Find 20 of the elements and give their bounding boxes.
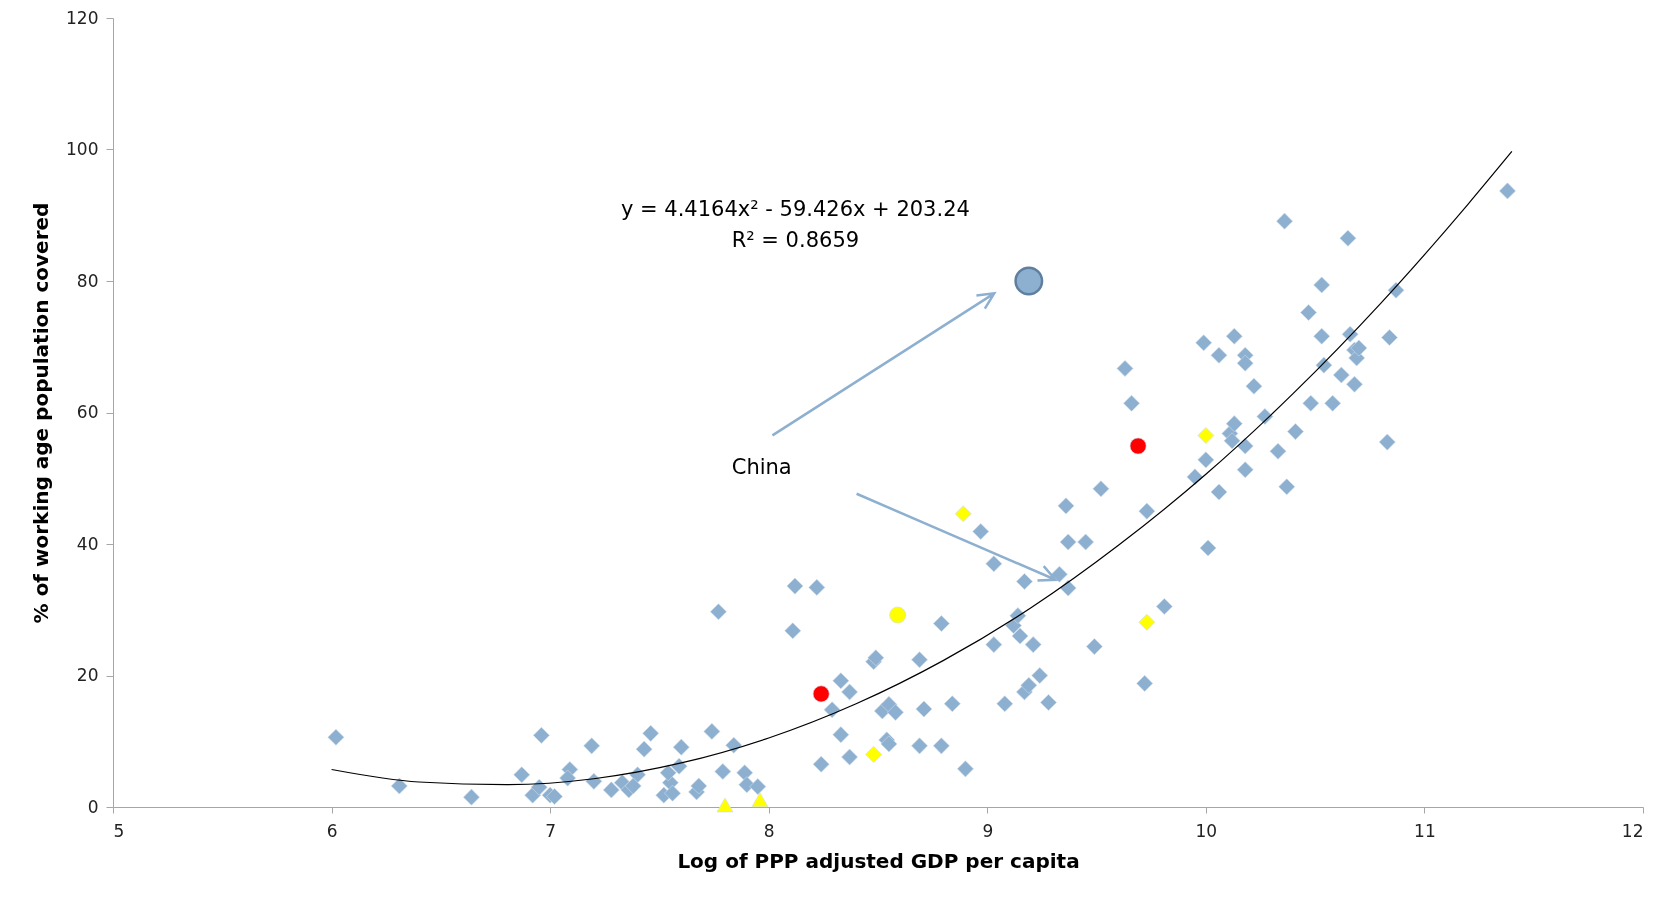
x-tick-label: 6 <box>326 820 338 841</box>
y-tick-label: 120 <box>66 7 99 28</box>
y-tick-label: 20 <box>76 665 99 685</box>
annotation: R² = 0.8659 <box>731 228 860 253</box>
y-tick-label: 80 <box>76 270 99 291</box>
annotation: y = 4.4164x² - 59.426x + 203.24 <box>620 196 970 221</box>
x-tick-label: 11 <box>1414 820 1436 841</box>
x-tick-label: 10 <box>1195 820 1218 841</box>
y-tick-label: 40 <box>76 533 99 554</box>
y-tick-label: 100 <box>66 139 99 159</box>
x-tick-label: 7 <box>545 820 557 841</box>
y-tick-label: 0 <box>87 796 99 817</box>
y-tick-label: 60 <box>76 402 99 422</box>
y-axis-title: % of working age population covered <box>29 202 54 624</box>
x-tick-label: 12 <box>1621 820 1644 841</box>
x-tick-label: 9 <box>982 820 994 841</box>
x-axis-title: Log of PPP adjusted GDP per capita <box>677 848 1080 873</box>
annotation: China <box>731 454 792 479</box>
x-tick-label: 8 <box>763 820 775 841</box>
x-tick-label: 5 <box>113 820 125 841</box>
